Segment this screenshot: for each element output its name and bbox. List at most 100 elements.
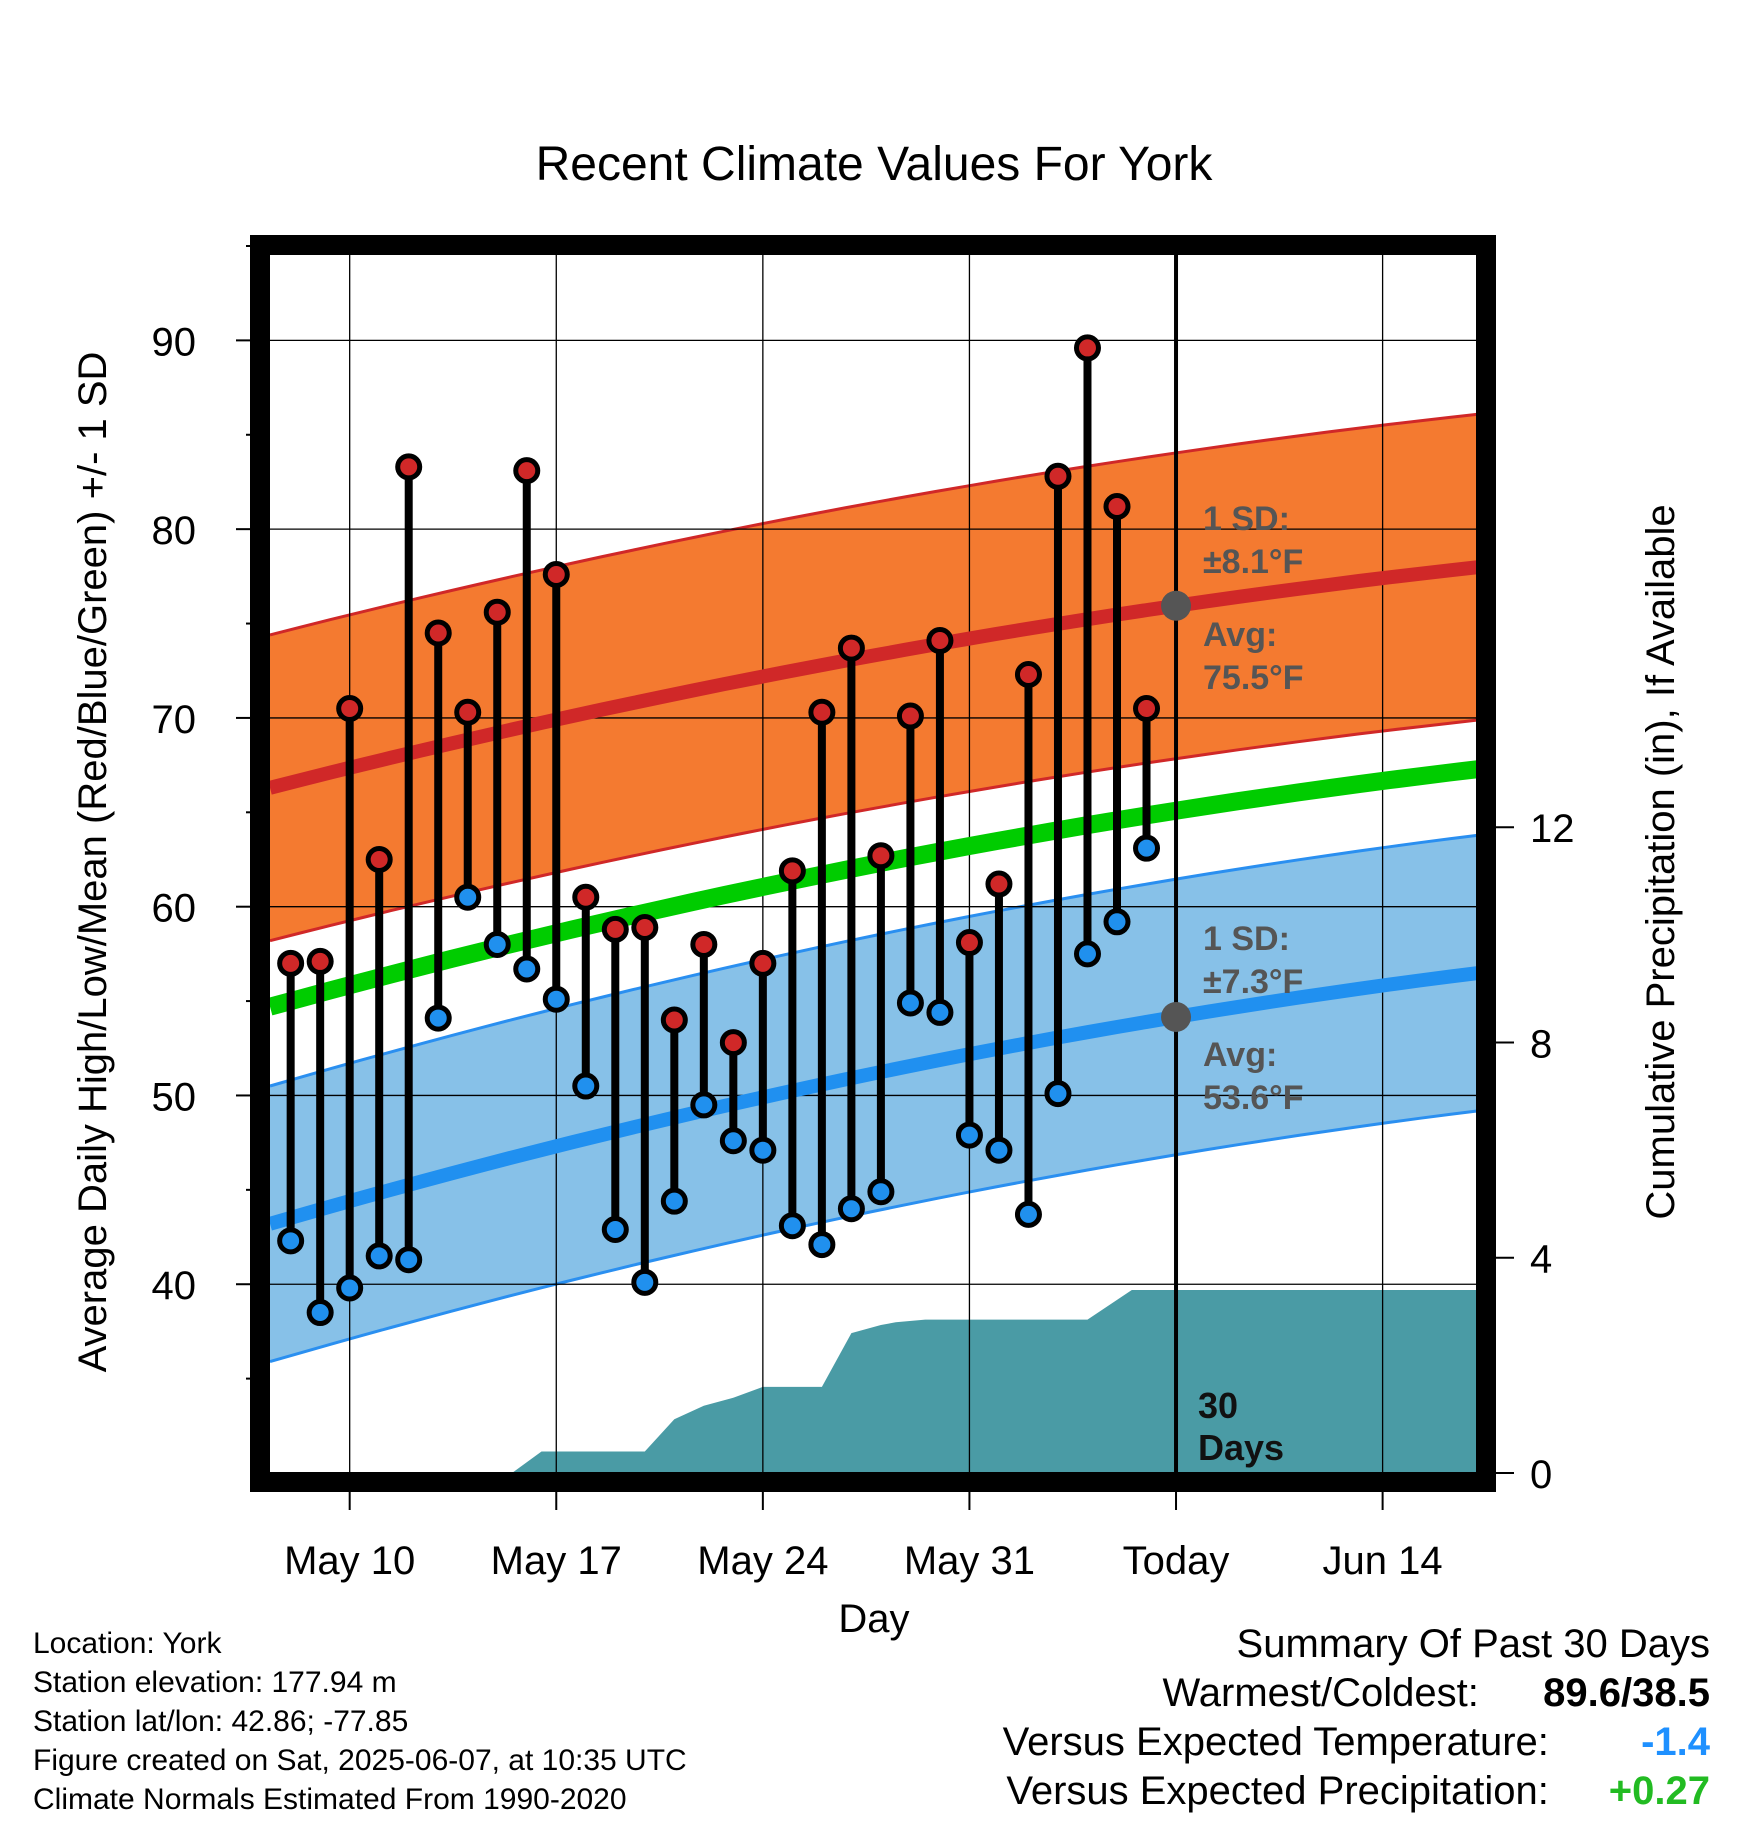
y2-axis-label: Cumulative Precipitation (in), If Availa… [1639, 504, 1683, 1219]
high-point [896, 702, 924, 730]
low-point [867, 1178, 895, 1206]
high-point [985, 870, 1013, 898]
annotations: 1 SD: ±8.1°F Avg: 75.5°F 1 SD: ±7.3°F Avg: 53.6… [1198, 500, 1304, 1468]
y2-tick-label: 4 [1530, 1238, 1552, 1282]
y2-tick-label: 0 [1530, 1453, 1552, 1497]
low-point [808, 1231, 836, 1259]
high-point [926, 627, 954, 655]
today-high-avg-marker [1161, 590, 1192, 621]
normal-low-line [268, 965, 1481, 1231]
x-tick-label: May 24 [697, 1539, 828, 1583]
y-tick-label: 80 [152, 509, 197, 553]
today-low-avg-marker [1161, 1001, 1192, 1032]
axis-ticks: 40 50 60 70 80 90 0 4 8 12 May 10 May 17 May 24 May 3… [152, 245, 1575, 1583]
high-point [572, 883, 600, 911]
warm-cold-label: Warmest/Coldest: [1162, 1671, 1479, 1715]
low-point [778, 1212, 806, 1240]
high-point [690, 930, 718, 958]
days-label: Days [1198, 1427, 1284, 1468]
y2-tick-label: 12 [1530, 807, 1575, 851]
plot-frame [250, 235, 1496, 1492]
low-point [896, 989, 924, 1017]
low-point [926, 998, 954, 1026]
high-point [277, 949, 305, 977]
precip-value: +0.27 [1608, 1769, 1710, 1813]
low-point [749, 1136, 777, 1164]
high-point [542, 560, 570, 588]
high-point [454, 698, 482, 726]
low-point [277, 1227, 305, 1255]
low-band-lower-edge [269, 1109, 1481, 1364]
low-point [985, 1136, 1013, 1164]
cumulative-precip-area [270, 1290, 1480, 1473]
high-point [749, 949, 777, 977]
high-point [1073, 334, 1101, 362]
low-point [1103, 908, 1131, 936]
summary-title: Summary Of Past 30 Days [1236, 1622, 1710, 1666]
x-tick-label: May 17 [491, 1539, 622, 1583]
high-point [1133, 694, 1161, 722]
high-point [601, 915, 629, 943]
low-point [837, 1195, 865, 1223]
low-point [631, 1268, 659, 1296]
summary-panel: Summary Of Past 30 Days Warmest/Coldest:… [1003, 1620, 1710, 1816]
low-point [395, 1246, 423, 1274]
high-sd-value: ±8.1°F [1203, 543, 1303, 581]
low-point [601, 1215, 629, 1243]
low-sd-label: 1 SD: [1203, 920, 1290, 958]
temp-label: Versus Expected Temperature: [1002, 1720, 1549, 1764]
low-sd-value: ±7.3°F [1203, 963, 1303, 1001]
high-avg-label: Avg: [1203, 616, 1277, 654]
low-point [690, 1091, 718, 1119]
summary-warm-cold: Warmest/Coldest: 89.6/38.5 [1003, 1669, 1711, 1718]
high-point [719, 1029, 747, 1057]
observed-temps [277, 334, 1161, 1327]
precip-area [270, 1290, 1480, 1473]
high-point [631, 913, 659, 941]
location-text: Location: York [33, 1627, 222, 1660]
plot-border [250, 235, 1496, 1492]
x-tick-label: May 31 [904, 1539, 1035, 1583]
y2-tick-label: 8 [1530, 1022, 1552, 1066]
x-axis-label: Day [838, 1597, 909, 1641]
summary-temp: Versus Expected Temperature: -1.4 [1003, 1718, 1710, 1767]
low-point [1014, 1200, 1042, 1228]
high-point [660, 1006, 688, 1034]
x-tick-label: May 10 [284, 1539, 415, 1583]
low-point [542, 985, 570, 1013]
high-point [778, 857, 806, 885]
high-point [1044, 462, 1072, 490]
high-point [955, 929, 983, 957]
high-point [424, 619, 452, 647]
temp-value: -1.4 [1641, 1720, 1710, 1764]
normals-text: Climate Normals Estimated From 1990-2020 [33, 1783, 627, 1816]
low-point [1073, 940, 1101, 968]
high-point [867, 842, 895, 870]
high-band-upper-edge [269, 412, 1481, 637]
high-point [837, 634, 865, 662]
days-number: 30 [1198, 1385, 1238, 1426]
high-point [1103, 493, 1131, 521]
high-point [513, 457, 541, 485]
low-band-upper-edge [269, 833, 1481, 1088]
precip-label: Versus Expected Precipitation: [1006, 1769, 1549, 1813]
x-tick-label: Today [1123, 1539, 1230, 1583]
low-point [365, 1242, 393, 1270]
station-info: Location: York Station elevation: 177.94… [33, 1624, 687, 1819]
low-point [660, 1187, 688, 1215]
low-point [424, 1004, 452, 1032]
y-tick-label: 60 [152, 887, 197, 931]
high-point [808, 698, 836, 726]
low-point [955, 1121, 983, 1149]
elevation-text: Station elevation: 177.94 m [33, 1666, 397, 1699]
chart-title: Recent Climate Values For York [536, 138, 1214, 191]
low-point [513, 955, 541, 983]
low-point [336, 1274, 364, 1302]
low-point [719, 1127, 747, 1155]
high-point [395, 453, 423, 481]
low-avg-value: 53.6°F [1203, 1079, 1304, 1117]
y-tick-label: 50 [152, 1075, 197, 1119]
high-point [306, 947, 334, 975]
low-point [306, 1299, 334, 1327]
